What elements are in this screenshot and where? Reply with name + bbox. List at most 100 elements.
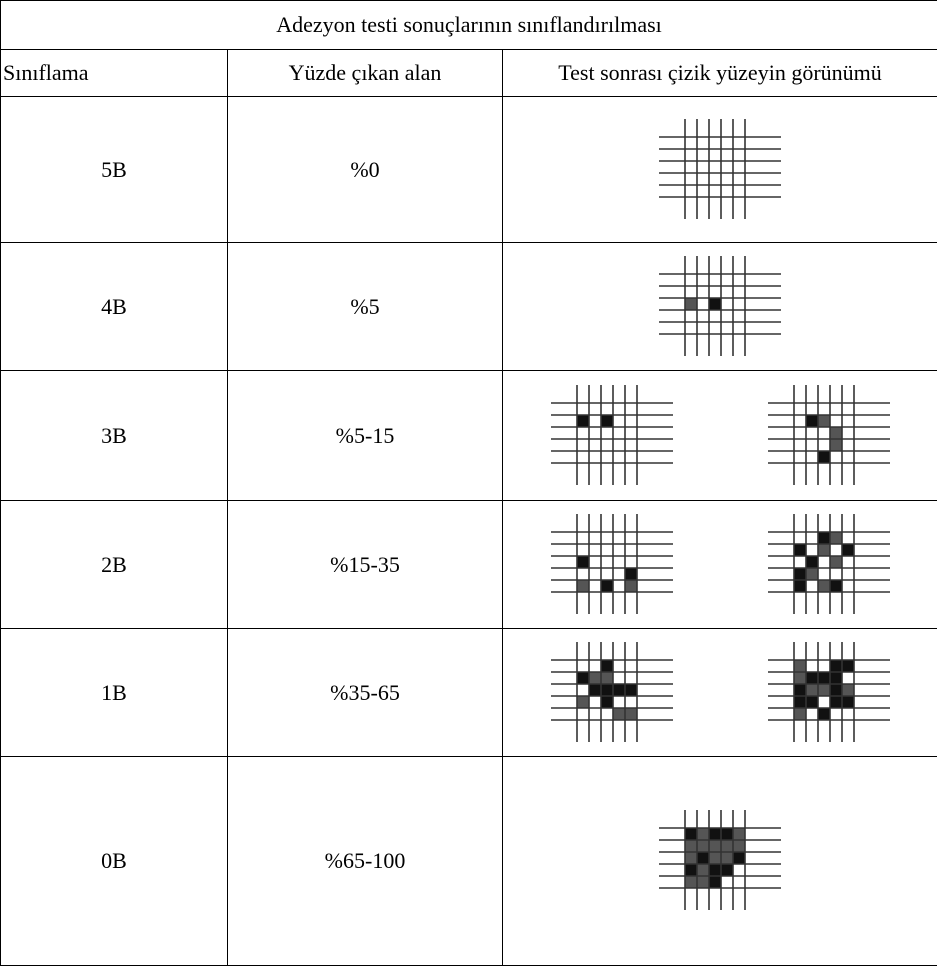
table-title: Adezyon testi sonuçlarının sınıflandırıl…	[1, 1, 937, 50]
flaked-cell	[830, 684, 842, 696]
flaked-cell	[577, 672, 589, 684]
flaked-cell	[842, 684, 854, 696]
flaked-cell	[830, 580, 842, 592]
crosshatch-icon	[547, 510, 677, 620]
flaked-cell	[685, 298, 697, 310]
flaked-cell	[685, 828, 697, 840]
appearance-cell	[503, 97, 937, 243]
flaked-cell	[818, 580, 830, 592]
crosshatch-icon	[655, 806, 785, 916]
flaked-cell	[601, 684, 613, 696]
flaked-cell	[733, 840, 745, 852]
flaked-cell	[577, 580, 589, 592]
flaked-cell	[577, 556, 589, 568]
flaked-cell	[685, 864, 697, 876]
crosshatch-icon	[655, 115, 785, 225]
flaked-cell	[842, 660, 854, 672]
appearance-cell	[503, 757, 937, 966]
flaked-cell	[842, 544, 854, 556]
flaked-cell	[818, 684, 830, 696]
flaked-cell	[806, 696, 818, 708]
flaked-cell	[613, 684, 625, 696]
icon-group	[503, 806, 937, 916]
flaked-cell	[818, 544, 830, 556]
flaked-cell	[806, 556, 818, 568]
flaked-cell	[709, 828, 721, 840]
class-cell: 1B	[1, 629, 228, 757]
percent-cell: %5-15	[228, 371, 503, 501]
flaked-cell	[625, 580, 637, 592]
flaked-cell	[625, 568, 637, 580]
flaked-cell	[709, 852, 721, 864]
flaked-cell	[818, 708, 830, 720]
flaked-cell	[818, 532, 830, 544]
flaked-cell	[721, 828, 733, 840]
flaked-cell	[794, 660, 806, 672]
appearance-cell	[503, 501, 937, 629]
icon-group	[503, 115, 937, 225]
flaked-cell	[806, 672, 818, 684]
flaked-cell	[721, 864, 733, 876]
header-cell: Sınıflama	[1, 50, 228, 97]
flaked-cell	[830, 672, 842, 684]
flaked-cell	[733, 852, 745, 864]
flaked-cell	[830, 696, 842, 708]
flaked-cell	[601, 672, 613, 684]
flaked-cell	[818, 415, 830, 427]
table-row: 3B%5-15	[1, 371, 937, 501]
table-row: 2B%15-35	[1, 501, 937, 629]
icon-group	[503, 252, 937, 362]
class-cell: 3B	[1, 371, 228, 501]
class-cell: 0B	[1, 757, 228, 966]
flaked-cell	[625, 684, 637, 696]
flaked-cell	[830, 439, 842, 451]
flaked-cell	[794, 708, 806, 720]
flaked-cell	[685, 876, 697, 888]
flaked-cell	[697, 840, 709, 852]
percent-cell: %0	[228, 97, 503, 243]
icon-group	[503, 381, 937, 491]
crosshatch-icon	[655, 252, 785, 362]
header-cell: Yüzde çıkan alan	[228, 50, 503, 97]
flaked-cell	[794, 672, 806, 684]
flaked-cell	[733, 828, 745, 840]
flaked-cell	[589, 684, 601, 696]
flaked-cell	[830, 427, 842, 439]
flaked-cell	[842, 696, 854, 708]
class-cell: 2B	[1, 501, 228, 629]
flaked-cell	[709, 864, 721, 876]
flaked-cell	[697, 876, 709, 888]
flaked-cell	[601, 580, 613, 592]
crosshatch-icon	[547, 381, 677, 491]
page: Adezyon testi sonuçlarının sınıflandırıl…	[0, 0, 937, 967]
flaked-cell	[577, 696, 589, 708]
flaked-cell	[818, 672, 830, 684]
class-cell: 5B	[1, 97, 228, 243]
flaked-cell	[806, 415, 818, 427]
flaked-cell	[830, 532, 842, 544]
flaked-cell	[709, 840, 721, 852]
flaked-cell	[613, 708, 625, 720]
crosshatch-icon	[764, 510, 894, 620]
percent-cell: %35-65	[228, 629, 503, 757]
class-cell: 4B	[1, 243, 228, 371]
flaked-cell	[601, 696, 613, 708]
flaked-cell	[685, 840, 697, 852]
appearance-cell	[503, 243, 937, 371]
flaked-cell	[794, 684, 806, 696]
flaked-cell	[721, 852, 733, 864]
appearance-cell	[503, 629, 937, 757]
flaked-cell	[721, 840, 733, 852]
flaked-cell	[697, 864, 709, 876]
flaked-cell	[806, 568, 818, 580]
icon-group	[503, 638, 937, 748]
table-row: 0B%65-100	[1, 757, 937, 966]
flaked-cell	[601, 415, 613, 427]
table-row: 4B%5	[1, 243, 937, 371]
flaked-cell	[794, 544, 806, 556]
appearance-cell	[503, 371, 937, 501]
header-cell: Test sonrası çizik yüzeyin görünümü	[503, 50, 937, 97]
crosshatch-icon	[547, 638, 677, 748]
flaked-cell	[625, 708, 637, 720]
flaked-cell	[697, 852, 709, 864]
